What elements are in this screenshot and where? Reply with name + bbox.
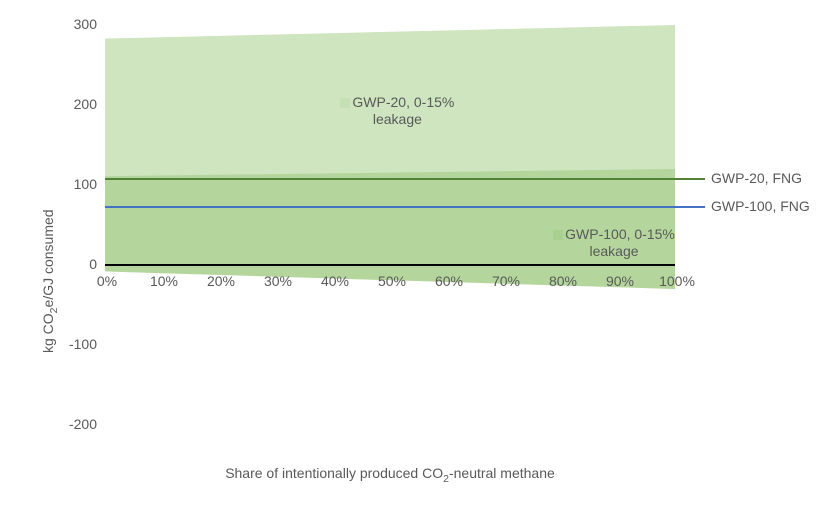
- y-tick-label: 200: [74, 96, 97, 112]
- x-tick-label: 80%: [543, 273, 583, 289]
- line-gwp20-fng: [105, 178, 675, 180]
- legend-swatch: [340, 98, 350, 108]
- annotation-gwp20-band: GWP-20, 0-15%leakage: [317, 94, 477, 128]
- x-tick-label: 0%: [87, 273, 127, 289]
- x-tick-label: 40%: [315, 273, 355, 289]
- emissions-chart: GWP-20, 0-15%leakage GWP-100, 0-15%leakag…: [0, 0, 829, 512]
- ext-gwp100-fng-label: GWP-100, FNG: [711, 198, 810, 214]
- y-tick-label: -100: [69, 336, 97, 352]
- x-tick-label: 20%: [201, 273, 241, 289]
- annotation-gwp100-band: GWP-100, 0-15%leakage: [534, 226, 694, 260]
- y-tick-label: 0: [89, 256, 97, 272]
- x-tick-label: 10%: [144, 273, 184, 289]
- y-tick-label: -200: [69, 416, 97, 432]
- ext-gwp100-fng-leader: [675, 206, 705, 208]
- x-tick-label: 30%: [258, 273, 298, 289]
- line-gwp100-fng: [105, 206, 675, 208]
- legend-swatch: [553, 230, 563, 240]
- x-axis-title: Share of intentionally produced CO2-neut…: [105, 465, 675, 485]
- line-zero: [105, 264, 675, 266]
- y-tick-label: 100: [74, 176, 97, 192]
- bands-svg: [105, 25, 675, 425]
- y-axis-title: kg CO2e/GJ consumed: [40, 209, 60, 353]
- x-tick-label: 50%: [372, 273, 412, 289]
- x-tick-label: 70%: [486, 273, 526, 289]
- y-tick-label: 300: [74, 16, 97, 32]
- x-tick-label: 60%: [429, 273, 469, 289]
- ext-gwp20-fng-label: GWP-20, FNG: [711, 170, 802, 186]
- x-tick-label: 90%: [600, 273, 640, 289]
- x-tick-label: 100%: [657, 273, 697, 289]
- ext-gwp20-fng-leader: [675, 178, 705, 180]
- plot-area: GWP-20, 0-15%leakageGWP-100, 0-15%leakag…: [105, 25, 675, 425]
